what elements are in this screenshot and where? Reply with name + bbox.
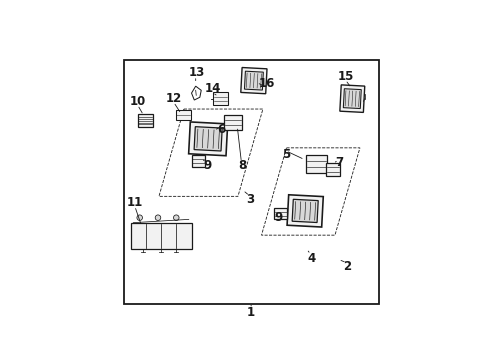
Bar: [274, 208, 288, 220]
Bar: [343, 89, 361, 109]
Bar: [192, 155, 205, 167]
Bar: [306, 155, 327, 173]
Text: 7: 7: [335, 157, 343, 170]
Text: 16: 16: [259, 77, 275, 90]
Bar: [130, 223, 192, 249]
Bar: [175, 111, 191, 120]
Bar: [241, 68, 267, 94]
Text: 8: 8: [238, 159, 246, 172]
Bar: [287, 195, 323, 227]
Text: 11: 11: [127, 196, 144, 209]
Bar: [224, 114, 242, 130]
Text: 1: 1: [247, 306, 255, 319]
Text: 9: 9: [274, 211, 282, 224]
Bar: [292, 199, 318, 222]
Bar: [189, 122, 228, 156]
Text: 12: 12: [166, 92, 182, 105]
Text: 15: 15: [338, 70, 354, 83]
Circle shape: [155, 215, 161, 220]
Bar: [245, 71, 263, 90]
Bar: [138, 114, 153, 127]
Text: 5: 5: [282, 148, 291, 161]
Text: 4: 4: [307, 252, 316, 265]
Bar: [326, 163, 340, 176]
Circle shape: [173, 215, 179, 220]
Text: 3: 3: [246, 193, 255, 206]
Text: 9: 9: [204, 159, 212, 172]
Text: 6: 6: [218, 123, 225, 136]
Text: 13: 13: [188, 66, 205, 79]
Bar: [213, 93, 228, 105]
Bar: [340, 85, 365, 112]
Text: 14: 14: [205, 82, 221, 95]
Text: 2: 2: [343, 260, 352, 273]
Circle shape: [137, 215, 143, 220]
Bar: [123, 60, 379, 304]
Text: 10: 10: [130, 95, 147, 108]
Bar: [194, 127, 222, 151]
